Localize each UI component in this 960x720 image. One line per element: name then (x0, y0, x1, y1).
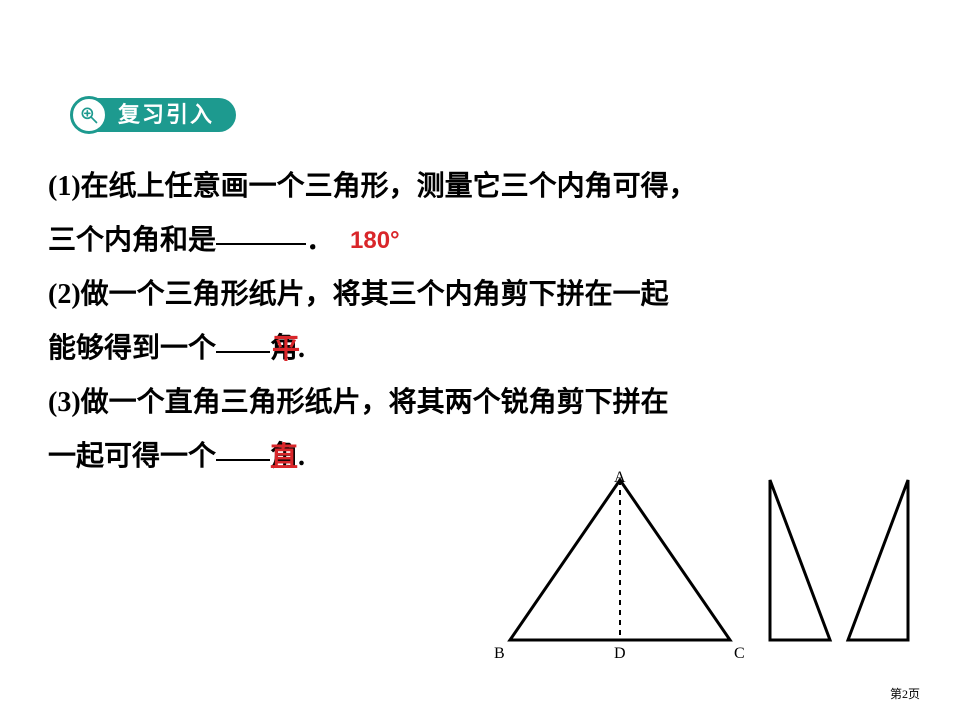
q1-text-b: ． (306, 225, 334, 256)
svg-text:B: B (494, 645, 505, 662)
answer-2: 平 (272, 322, 300, 376)
page-number: 第2页 (890, 685, 920, 702)
section-badge: 复习引入 (70, 96, 236, 134)
section-badge-label: 复习引入 (90, 98, 236, 132)
answer-3: 直 (270, 430, 298, 484)
svg-text:C: C (734, 645, 745, 662)
magnify-icon (70, 96, 108, 134)
q2-line1: (2)做一个三角形纸片，将其三个内角剪下拼在一起 (48, 268, 912, 322)
q1-line2: 三个内角和是 ． (48, 214, 912, 268)
page-suffix: 页 (908, 687, 920, 701)
q1-line1: (1)在纸上任意画一个三角形，测量它三个内角可得， (48, 160, 912, 214)
q2-text-a: 能够得到一个 (48, 333, 216, 364)
q1-text-a: 三个内角和是 (48, 225, 216, 256)
svg-text:A: A (614, 470, 626, 486)
page-prefix: 第 (890, 687, 902, 701)
q3-text-a: 一起可得一个 (48, 441, 216, 472)
blank-2 (216, 347, 270, 353)
question-block: (1)在纸上任意画一个三角形，测量它三个内角可得， 三个内角和是 ． (2)做一个… (48, 160, 912, 484)
blank-3 (216, 455, 270, 461)
svg-text:D: D (614, 645, 626, 662)
q3-line1: (3)做一个直角三角形纸片，将其两个锐角剪下拼在 (48, 376, 912, 430)
q2-line2: 能够得到一个角. (48, 322, 912, 376)
triangle-figures: A B C D (490, 470, 930, 675)
answer-1: 180° (350, 214, 400, 268)
blank-1 (216, 239, 306, 245)
